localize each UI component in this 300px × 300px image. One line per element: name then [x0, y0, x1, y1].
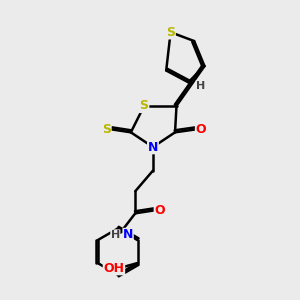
Text: H: H — [196, 81, 206, 91]
Text: OH: OH — [103, 262, 124, 275]
Text: S: S — [140, 99, 148, 112]
Text: S: S — [166, 26, 175, 39]
Text: O: O — [154, 204, 165, 217]
Text: N: N — [123, 228, 133, 241]
Text: N: N — [148, 141, 158, 154]
Text: O: O — [196, 123, 206, 136]
Text: S: S — [102, 123, 111, 136]
Text: H: H — [111, 230, 120, 240]
